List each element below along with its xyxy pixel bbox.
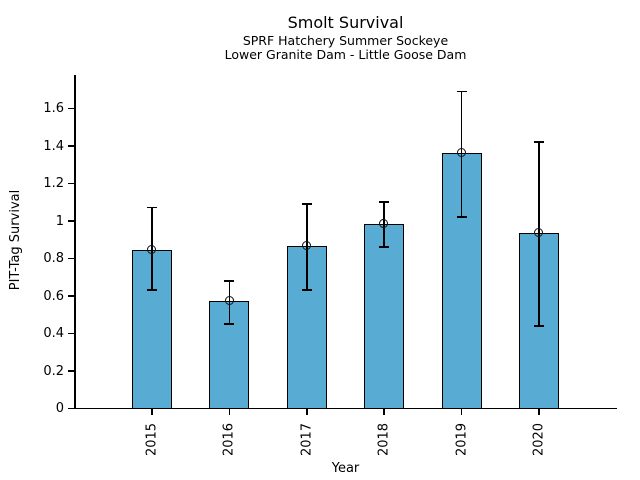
y-tick-label: 1 (55, 213, 64, 229)
x-tick-mark (151, 409, 153, 415)
y-tick-mark (68, 257, 74, 259)
error-cap-bottom-2017 (301, 289, 312, 291)
error-cap-bottom-2016 (224, 323, 235, 325)
error-cap-top-2015 (147, 206, 157, 209)
x-tick-label: 2016 (221, 422, 237, 457)
x-tick-mark (538, 409, 540, 415)
x-tick-label: 2020 (531, 422, 547, 457)
x-tick-label: 2017 (299, 422, 315, 457)
point-marker-2017 (301, 241, 311, 251)
point-marker-2015 (147, 245, 157, 255)
x-tick-label: 2015 (144, 422, 160, 457)
x-axis-label: Year (331, 461, 360, 476)
error-cap-bottom-2019 (456, 216, 467, 218)
chart-title: Smolt Survival (287, 13, 404, 32)
y-tick-mark (68, 295, 74, 297)
bar-2018 (364, 223, 405, 409)
error-cap-top-2020 (534, 141, 544, 143)
y-tick-mark (68, 332, 74, 334)
point-marker-2016 (224, 295, 234, 305)
point-marker-2020 (534, 228, 544, 238)
y-tick-mark (68, 107, 74, 109)
y-tick-mark (68, 182, 74, 184)
point-marker-2018 (379, 218, 389, 228)
x-tick-label: 2019 (454, 422, 470, 457)
x-tick-mark (460, 409, 463, 415)
y-tick-label: 0.6 (43, 288, 64, 304)
error-cap-top-2017 (301, 203, 312, 205)
y-tick-label: 1.4 (43, 138, 64, 154)
y-tick-label: 1.2 (43, 176, 64, 191)
y-tick-label: 1.6 (43, 101, 64, 116)
chart-subtitle-line2: Lower Granite Dam - Little Goose Dam (224, 47, 467, 62)
bar-2019 (441, 152, 482, 409)
x-tick-mark (228, 409, 231, 415)
y-tick-mark (68, 220, 74, 222)
x-tick-mark (306, 409, 308, 415)
y-tick-label: 0.2 (43, 363, 64, 379)
point-marker-2019 (456, 147, 466, 157)
chart-subtitle-line1: SPRF Hatchery Summer Sockeye (242, 33, 449, 48)
y-tick-label: 0.8 (43, 251, 64, 266)
y-tick-label: 0.4 (43, 326, 64, 341)
error-cap-top-2018 (379, 201, 390, 203)
y-tick-label: 0 (55, 401, 64, 416)
x-tick-label: 2018 (376, 422, 392, 457)
y-tick-mark (68, 407, 74, 409)
error-cap-bottom-2020 (534, 325, 544, 327)
error-cap-top-2016 (224, 280, 235, 282)
y-tick-mark (68, 145, 74, 147)
error-cap-top-2019 (456, 90, 467, 93)
error-cap-bottom-2015 (147, 289, 157, 291)
x-axis-spine (74, 407, 617, 409)
error-cap-bottom-2018 (379, 246, 390, 248)
y-tick-mark (68, 370, 74, 372)
y-axis-spine (74, 75, 76, 409)
x-tick-mark (383, 409, 385, 415)
